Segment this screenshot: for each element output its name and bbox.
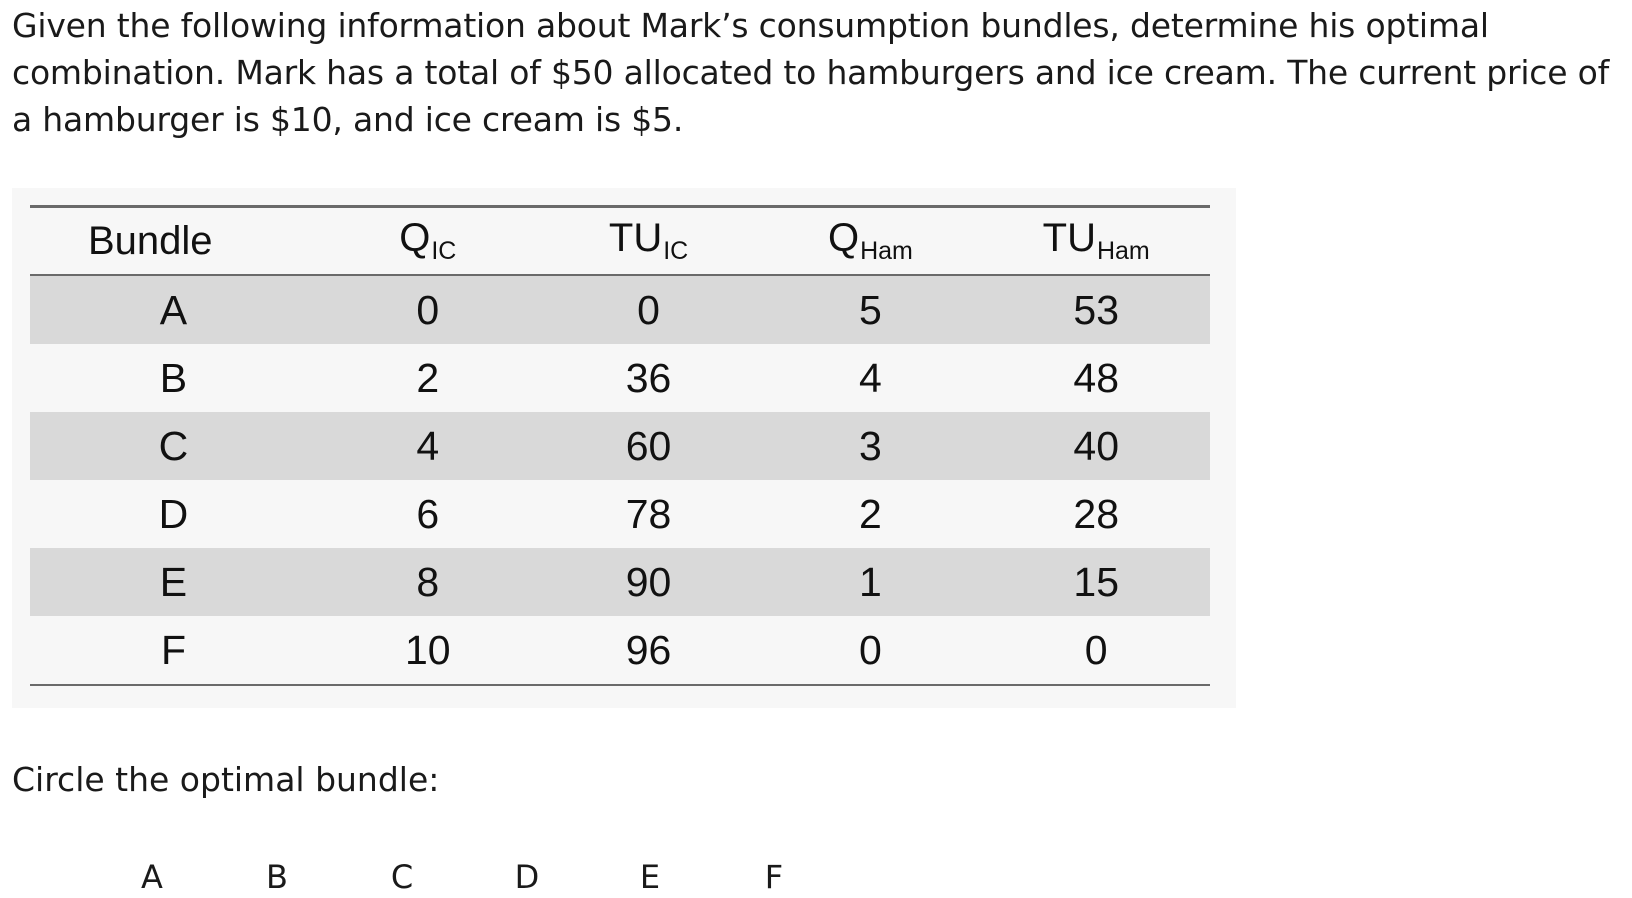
cell-q-ic: 4	[316, 412, 539, 480]
cell-tu-ic: 78	[625, 490, 672, 537]
cell-q-ham: 5	[758, 275, 983, 344]
cell-tu-ic: 96	[538, 616, 759, 686]
bundle-table: Bundle QIC TUIC QHam TUHam A 0 0 5 53 B …	[30, 205, 1210, 686]
table-header-row: Bundle QIC TUIC QHam TUHam	[30, 205, 1210, 276]
option-d[interactable]: D	[514, 858, 540, 896]
cell-q-ic: 6	[416, 490, 440, 537]
answer-options: A B C D E F	[12, 858, 912, 898]
bundle-table-panel: Bundle QIC TUIC QHam TUHam A 0 0 5 53 B …	[12, 188, 1236, 708]
cell-bundle: E	[30, 548, 317, 616]
header-q-ic-sub: IC	[431, 237, 457, 265]
cell-q-ham: 3	[758, 412, 983, 480]
table-row: A 0 0 5 53	[30, 275, 1210, 344]
cell-q-ic: 10	[316, 616, 539, 686]
header-q-ic: QIC	[316, 205, 539, 276]
header-q-ham-main: Q	[827, 216, 860, 260]
question-text: Given the following information about Ma…	[12, 6, 1610, 139]
cell-q-ic: 2	[416, 354, 440, 401]
cell-tu-ic: 90	[538, 548, 759, 616]
header-tu-ham-main: TU	[1042, 216, 1096, 260]
option-e[interactable]: E	[639, 858, 661, 896]
cell-tu-ham: 53	[982, 275, 1210, 344]
header-tu-ic: TUIC	[538, 205, 759, 276]
option-a[interactable]: A	[141, 858, 163, 896]
cell-bundle: A	[30, 275, 317, 344]
option-b[interactable]: B	[266, 858, 288, 896]
cell-q-ham: 2	[859, 490, 882, 537]
table-row: E 8 90 1 15	[30, 548, 1210, 616]
cell-bundle: C	[30, 412, 317, 480]
circle-prompt: Circle the optimal bundle:	[12, 760, 440, 799]
header-tu-ic-sub: IC	[663, 237, 689, 265]
cell-tu-ham: 28	[1073, 490, 1119, 537]
table-row: B 2 36 4 48	[30, 344, 1210, 412]
cell-q-ic: 8	[316, 548, 539, 616]
cell-tu-ic: 60	[538, 412, 759, 480]
header-bundle: Bundle	[30, 205, 317, 276]
option-c[interactable]: C	[390, 858, 414, 896]
cell-q-ham: 4	[859, 354, 882, 401]
header-q-ham: QHam	[758, 205, 983, 276]
cell-q-ham: 1	[758, 548, 983, 616]
cell-bundle: D	[158, 490, 189, 537]
header-q-ic-main: Q	[399, 216, 431, 260]
option-f[interactable]: F	[764, 858, 784, 896]
cell-tu-ham: 0	[982, 616, 1210, 686]
cell-tu-ham: 40	[982, 412, 1210, 480]
cell-q-ic: 0	[316, 275, 539, 344]
header-tu-ic-main: TU	[608, 216, 663, 260]
cell-q-ham: 0	[758, 616, 983, 686]
cell-tu-ic: 36	[625, 354, 672, 401]
cell-tu-ic: 0	[538, 275, 759, 344]
header-tu-ham: TUHam	[982, 205, 1210, 276]
cell-tu-ham: 15	[982, 548, 1210, 616]
table-row: C 4 60 3 40	[30, 412, 1210, 480]
table-row: F 10 96 0 0	[30, 616, 1210, 686]
cell-bundle: F	[30, 616, 317, 686]
header-q-ham-sub: Ham	[860, 237, 913, 265]
cell-bundle: B	[159, 354, 188, 401]
header-tu-ham-sub: Ham	[1096, 237, 1150, 265]
cell-tu-ham: 48	[1073, 354, 1119, 401]
table-row: D 6 78 2 28	[30, 480, 1210, 548]
